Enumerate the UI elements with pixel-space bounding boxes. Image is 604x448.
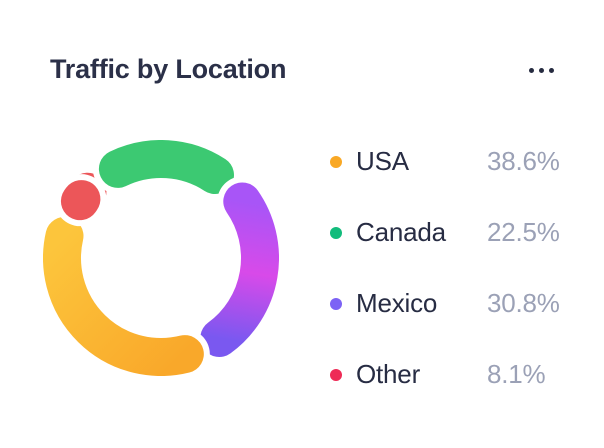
- legend-label: Other: [356, 359, 421, 389]
- legend-label: USA: [356, 146, 409, 176]
- legend-value: 38.6%: [487, 146, 560, 176]
- other-dot-icon: [330, 368, 342, 381]
- legend-label: Mexico: [356, 288, 438, 318]
- more-options-button[interactable]: [521, 57, 561, 83]
- donut-chart: [37, 134, 285, 382]
- card-title: Traffic by Location: [50, 54, 287, 84]
- donut-segment-canada: [98, 140, 234, 195]
- legend-row-other: Other 8.1%: [330, 359, 565, 390]
- ellipsis-icon: [548, 67, 554, 73]
- chart-legend: USA 38.6% Canada 22.5% Mexico 30.8% Othe…: [330, 146, 565, 390]
- donut-segment-mexico: [200, 182, 279, 358]
- donut-segment-other: [60, 180, 101, 221]
- ellipsis-icon: [528, 67, 534, 73]
- legend-row-canada: Canada 22.5%: [330, 217, 565, 248]
- legend-value: 22.5%: [487, 217, 560, 247]
- donut-segment-usa: [43, 216, 204, 376]
- donut-chart-container: [37, 134, 285, 382]
- legend-value: 8.1%: [487, 359, 546, 389]
- legend-row-mexico: Mexico 30.8%: [330, 288, 565, 319]
- mexico-dot-icon: [330, 297, 342, 310]
- usa-dot-icon: [330, 155, 342, 168]
- legend-label: Canada: [356, 217, 446, 247]
- canada-dot-icon: [330, 226, 342, 239]
- legend-value: 30.8%: [487, 288, 560, 318]
- legend-row-usa: USA 38.6%: [330, 146, 565, 177]
- ellipsis-icon: [538, 67, 544, 73]
